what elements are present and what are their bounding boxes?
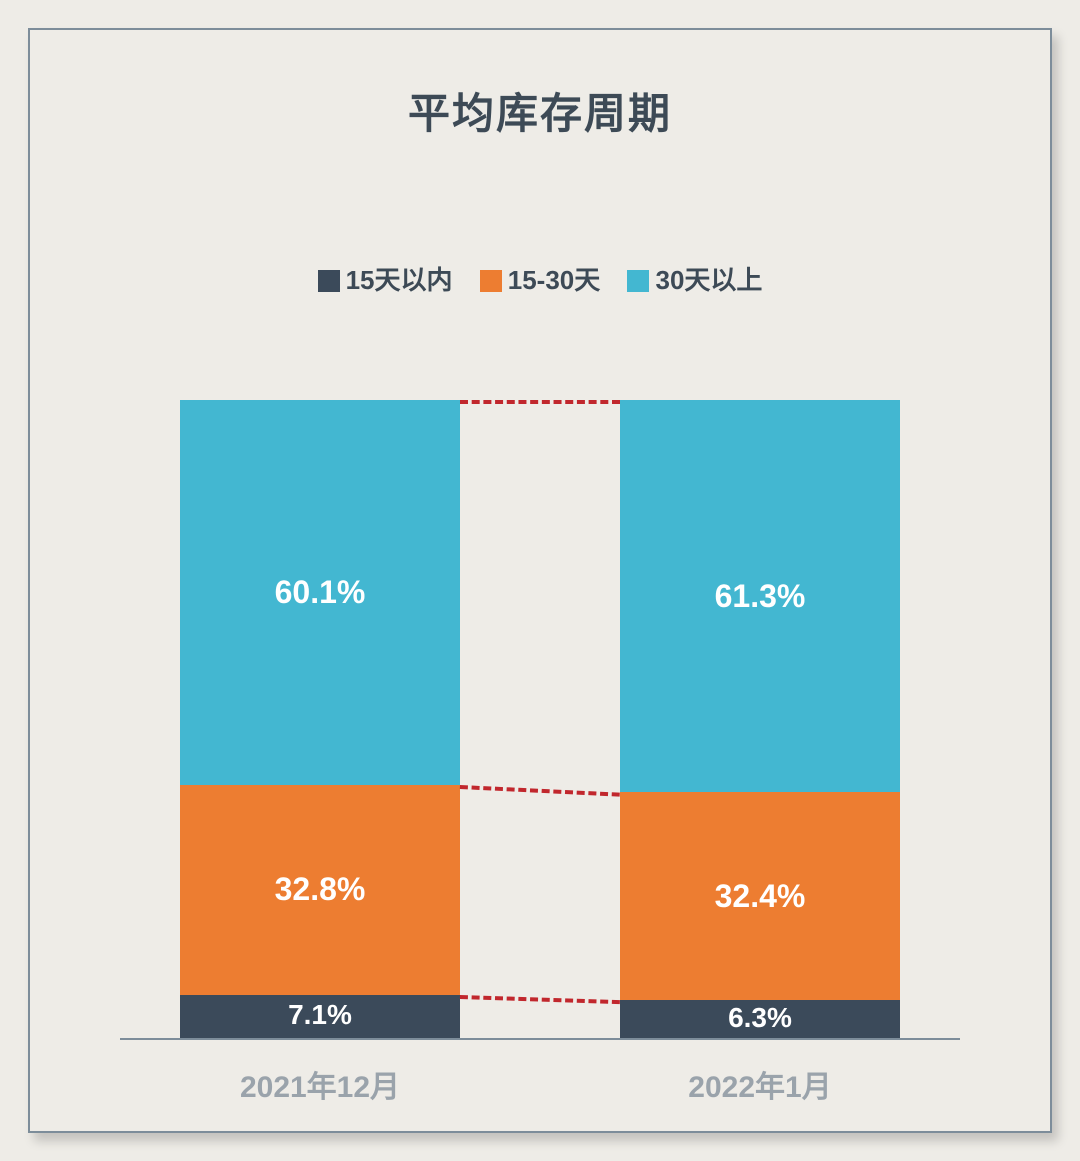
plot-area: 2021年12月 7.1%32.8%60.1% 2022年1月 6.3%32.4… xyxy=(140,400,940,1040)
bar-segment-15天以内: 6.3% xyxy=(620,1000,900,1040)
legend-swatch-2 xyxy=(627,270,649,292)
bar-value-label: 61.3% xyxy=(715,578,806,615)
category-label-1: 2022年1月 xyxy=(688,1062,831,1106)
legend-swatch-0 xyxy=(318,270,340,292)
chart-legend: 15天以内 15-30天 30天以上 xyxy=(30,260,1050,297)
bar-value-label: 60.1% xyxy=(275,574,366,611)
legend-swatch-1 xyxy=(480,270,502,292)
category-label-0: 2021年12月 xyxy=(240,1062,400,1106)
bar-segment-30天以上: 60.1% xyxy=(180,400,460,785)
bar-2021-12: 2021年12月 7.1%32.8%60.1% xyxy=(180,400,460,1040)
bar-value-label: 6.3% xyxy=(728,1002,792,1034)
chart-title: 平均库存周期 xyxy=(30,80,1050,141)
legend-item-0: 15天以内 xyxy=(318,265,460,295)
legend-label-1: 15-30天 xyxy=(508,265,601,295)
legend-label-2: 30天以上 xyxy=(655,265,762,295)
connector-line xyxy=(460,995,620,1004)
bar-segment-30天以上: 61.3% xyxy=(620,400,900,792)
x-axis-line xyxy=(120,1038,960,1040)
legend-item-1: 15-30天 xyxy=(480,265,608,295)
bar-value-label: 7.1% xyxy=(288,999,352,1031)
connector-line xyxy=(460,400,620,404)
legend-item-2: 30天以上 xyxy=(627,265,762,295)
bar-value-label: 32.8% xyxy=(275,871,366,908)
legend-label-0: 15天以内 xyxy=(346,265,453,295)
connector-line xyxy=(460,785,620,797)
bar-value-label: 32.4% xyxy=(715,878,806,915)
bar-2022-01: 2022年1月 6.3%32.4%61.3% xyxy=(620,400,900,1040)
bar-segment-15天以内: 7.1% xyxy=(180,995,460,1040)
bar-segment-15-30天: 32.8% xyxy=(180,785,460,995)
bar-segment-15-30天: 32.4% xyxy=(620,792,900,999)
chart-frame: 平均库存周期 15天以内 15-30天 30天以上 2021年12月 7.1% 3… xyxy=(28,28,1052,1133)
